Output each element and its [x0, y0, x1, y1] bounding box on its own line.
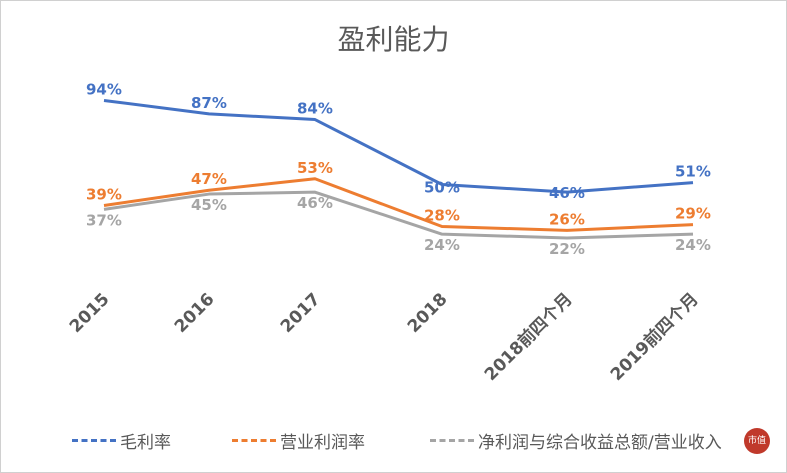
data-label: 39%: [86, 186, 122, 204]
legend-label: 毛利率: [120, 433, 171, 453]
data-label: 46%: [297, 194, 333, 212]
x-tick-label: 2018: [404, 289, 452, 337]
data-label: 26%: [549, 210, 585, 228]
legend-swatch: [72, 439, 116, 442]
legend-item: 毛利率: [72, 428, 171, 453]
chart-title: 盈利能力: [337, 23, 450, 56]
series-line-0: [103, 98, 694, 194]
x-tick-label: 2015: [66, 289, 114, 337]
data-label: 22%: [549, 240, 585, 258]
data-label: 45%: [191, 196, 227, 214]
data-label: 46%: [549, 184, 585, 202]
legend-label: 净利润与综合收益总额/营业收入: [478, 433, 722, 453]
data-label: 53%: [297, 159, 333, 177]
legend-item: 净利润与综合收益总额/营业收入: [430, 428, 722, 453]
data-label: 51%: [675, 163, 711, 181]
logo-seal: 市值: [744, 428, 770, 454]
data-label: 47%: [191, 170, 227, 188]
data-label: 29%: [675, 205, 711, 223]
data-label: 87%: [191, 94, 227, 112]
data-label: 84%: [297, 100, 333, 118]
legend-label: 营业利润率: [280, 433, 365, 453]
x-tick-label: 2016: [171, 289, 219, 337]
data-label: 24%: [675, 236, 711, 254]
x-tick-label: 2019前四个月: [606, 289, 702, 385]
legend-swatch: [232, 439, 276, 442]
legend-item: 营业利润率: [232, 428, 365, 453]
data-label: 24%: [424, 236, 460, 254]
series-line-1: [103, 177, 694, 232]
x-tick-label: 2018前四个月: [480, 289, 576, 385]
series-line-2: [103, 190, 694, 240]
data-label: 37%: [86, 211, 122, 229]
legend-swatch: [430, 439, 474, 442]
data-label: 94%: [86, 80, 122, 98]
data-label: 28%: [424, 207, 460, 225]
x-tick-label: 2017: [277, 289, 325, 337]
data-label: 50%: [424, 179, 460, 197]
